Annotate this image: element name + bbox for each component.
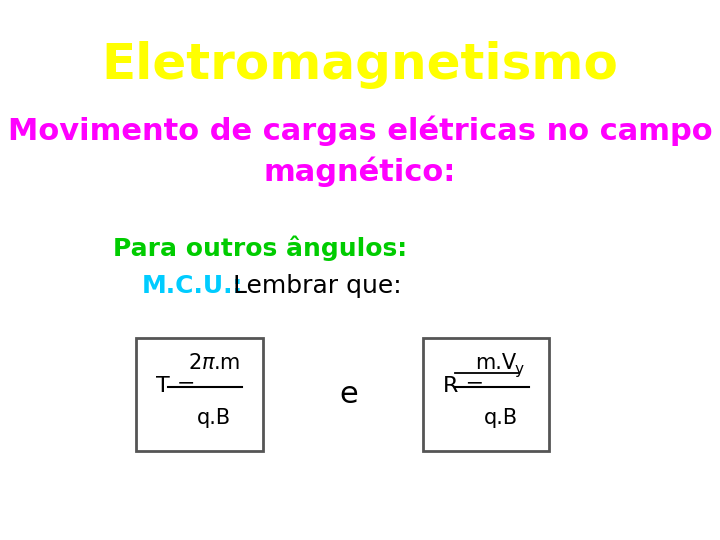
FancyBboxPatch shape xyxy=(136,338,263,451)
Text: e: e xyxy=(339,380,358,409)
Text: q.B: q.B xyxy=(197,408,231,428)
Text: Movimento de cargas elétricas no campo
magnético:: Movimento de cargas elétricas no campo m… xyxy=(8,116,712,187)
FancyBboxPatch shape xyxy=(423,338,549,451)
Text: Lembrar que:: Lembrar que: xyxy=(225,274,402,298)
Text: T =: T = xyxy=(156,376,203,396)
Text: Para outros ângulos:: Para outros ângulos: xyxy=(114,235,408,261)
Text: q.B: q.B xyxy=(483,408,518,428)
Text: m.V: m.V xyxy=(475,353,516,373)
Text: M.C.U.:: M.C.U.: xyxy=(142,274,243,298)
Text: 2$\pi$.m: 2$\pi$.m xyxy=(188,353,240,373)
Text: Eletromagnetismo: Eletromagnetismo xyxy=(102,41,618,89)
Text: R =: R = xyxy=(443,376,491,396)
Text: y: y xyxy=(515,362,524,377)
